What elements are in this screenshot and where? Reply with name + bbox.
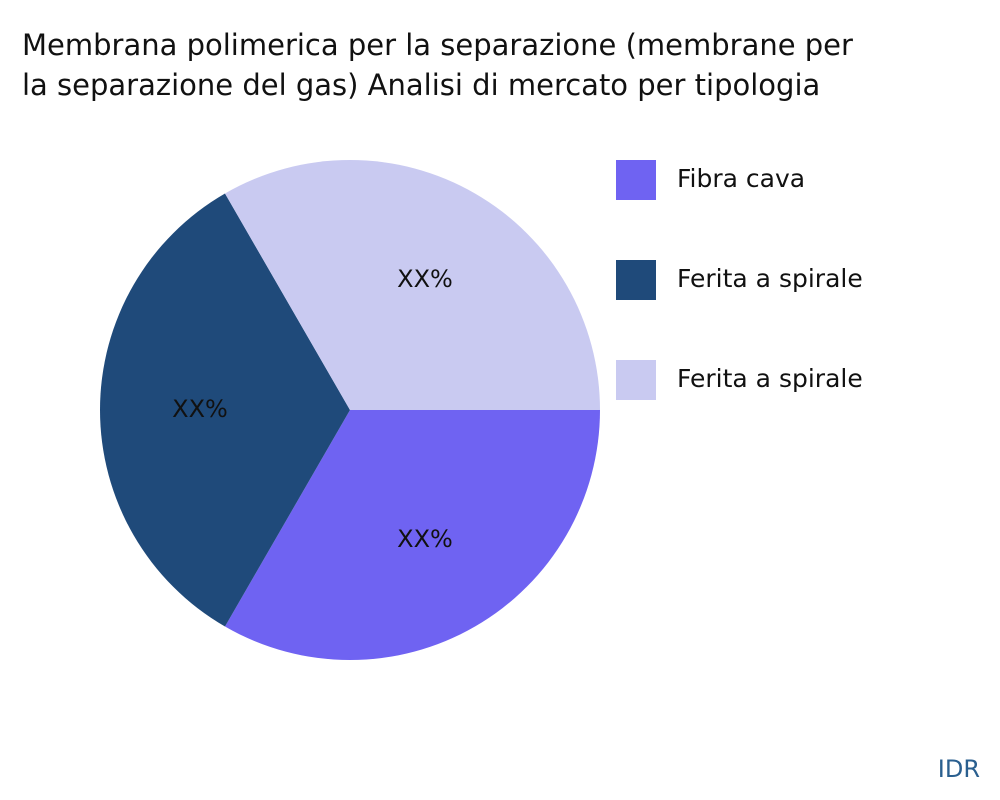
- legend-swatch: [616, 360, 656, 400]
- legend-swatch: [616, 260, 656, 300]
- chart-title: la separazione del gas) Analisi di merca…: [22, 68, 820, 102]
- slice-label: XX%: [397, 525, 453, 553]
- slice-label: XX%: [397, 265, 453, 293]
- watermark: IDR: [938, 755, 980, 783]
- legend-swatch: [616, 160, 656, 200]
- legend-label: Ferita a spirale: [677, 364, 863, 393]
- pie-slice: [225, 410, 600, 660]
- legend-label: Ferita a spirale: [677, 264, 863, 293]
- slice-label: XX%: [172, 395, 228, 423]
- legend-label: Fibra cava: [677, 164, 805, 193]
- pie-slice: [225, 160, 600, 410]
- chart-title: Membrana polimerica per la separazione (…: [22, 28, 853, 62]
